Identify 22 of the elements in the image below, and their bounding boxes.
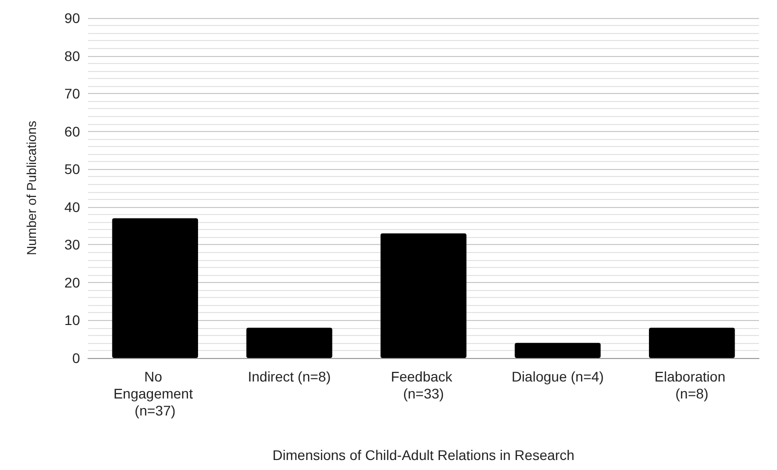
bar (514, 342, 601, 358)
x-tick-label: Dialogue (n=4) (512, 368, 604, 384)
y-tick-label: 90 (64, 10, 80, 26)
x-tick-label: Indirect (n=8) (248, 368, 331, 384)
x-tick-label: Feedback (n=33) (390, 368, 456, 402)
bar (380, 233, 466, 358)
x-tick-label: Elaboration (n=8) (654, 368, 730, 402)
bar (648, 328, 735, 358)
y-tick-label: 80 (64, 48, 80, 64)
y-tick-label: 50 (64, 161, 80, 178)
y-axis-title: Number of Publications (24, 120, 39, 256)
x-tick-label: No Engagement (n=37) (113, 368, 197, 418)
y-tick-label: 60 (64, 123, 80, 140)
bar (246, 328, 332, 358)
y-tick-label: 10 (64, 312, 80, 328)
x-axis-title: Dimensions of Child-Adult Relations in Research (272, 447, 574, 463)
y-tick-label: 40 (64, 198, 80, 215)
bar (112, 218, 198, 358)
y-tick-label: 20 (64, 274, 80, 290)
y-tick-label: 70 (64, 86, 80, 102)
y-tick-label: 0 (72, 350, 80, 366)
y-tick-label: 30 (64, 236, 80, 253)
